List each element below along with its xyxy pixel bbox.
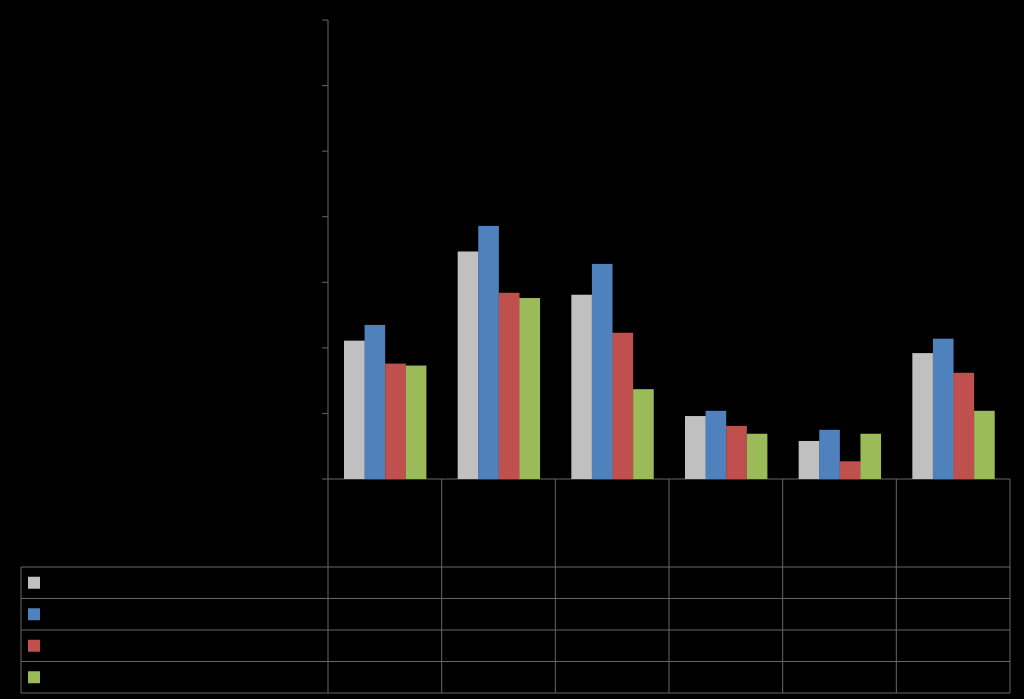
bar [798,440,820,479]
bar [519,298,541,479]
legend-key [28,608,40,621]
legend-key [28,639,40,652]
bar [726,425,747,479]
bar [633,389,654,479]
bar [571,294,592,479]
bar [498,292,520,479]
bar [705,410,727,479]
bar [932,338,954,479]
bar [974,410,995,479]
bar [457,251,479,479]
bar [819,429,840,479]
bar [405,365,427,479]
bar [685,416,706,479]
bar [344,340,365,479]
bar [912,353,933,479]
bar [364,324,386,479]
legend-key [28,671,40,684]
bar [591,263,613,479]
bar [953,372,975,479]
bar [839,461,861,479]
bar [385,363,406,479]
legend-key [28,576,40,589]
bar [860,433,882,479]
bar [612,332,634,479]
bar [746,433,768,479]
bar [478,225,499,479]
